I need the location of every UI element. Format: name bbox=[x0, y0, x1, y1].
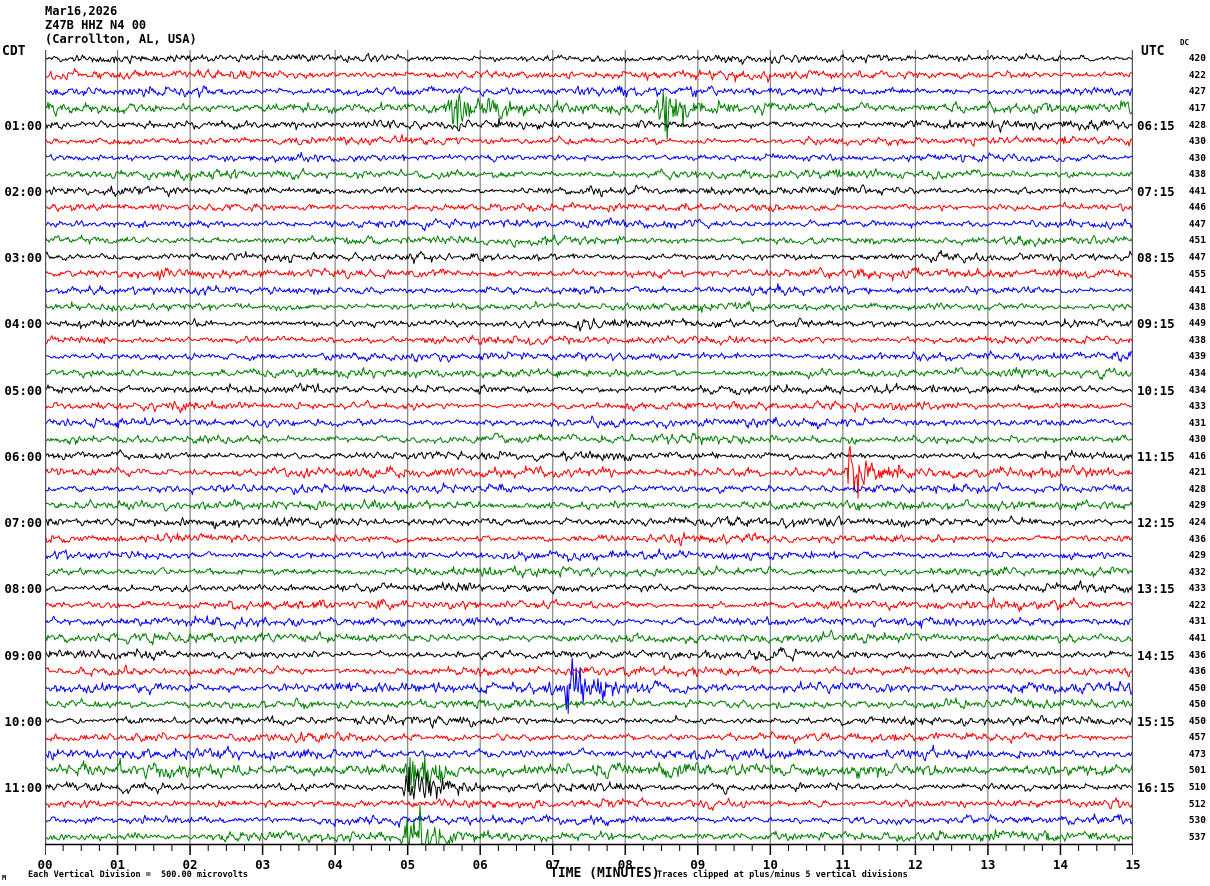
utc-tick-label: 11:15 bbox=[1137, 448, 1175, 464]
cdt-tick-label: 03:00 bbox=[4, 250, 42, 266]
utc-tick-label: 08:15 bbox=[1137, 250, 1175, 266]
dc-value: 429 bbox=[1188, 550, 1206, 562]
dc-value: 457 bbox=[1188, 732, 1206, 744]
header-date: Mar16,2026 bbox=[45, 4, 118, 18]
dc-value: 429 bbox=[1188, 500, 1206, 512]
utc-tick-label: 14:15 bbox=[1137, 647, 1175, 663]
dc-value: 428 bbox=[1188, 483, 1206, 495]
left-axis-label: CDT bbox=[2, 44, 26, 59]
cdt-tick-label: 01:00 bbox=[4, 117, 42, 133]
utc-tick-label: 13:15 bbox=[1137, 581, 1175, 597]
dc-value: 436 bbox=[1188, 666, 1206, 678]
utc-tick-label: 15:15 bbox=[1137, 713, 1175, 729]
dc-value: 432 bbox=[1188, 566, 1206, 578]
dc-value: 439 bbox=[1188, 351, 1206, 363]
dc-value: 421 bbox=[1188, 467, 1206, 479]
utc-tick-label: 12:15 bbox=[1137, 515, 1175, 531]
dc-value: 450 bbox=[1188, 699, 1206, 711]
x-tick-label: 08 bbox=[617, 857, 633, 872]
dc-value: 451 bbox=[1188, 235, 1206, 247]
cdt-tick-label: 04:00 bbox=[4, 316, 42, 332]
x-axis-title: TIME (MINUTES) bbox=[550, 866, 660, 881]
utc-tick-label: 06:15 bbox=[1137, 117, 1175, 133]
x-tick-label: 06 bbox=[472, 857, 488, 872]
x-tick-label: 04 bbox=[327, 857, 343, 872]
dc-value: 422 bbox=[1188, 599, 1206, 611]
dc-value: 430 bbox=[1188, 434, 1206, 446]
dc-value: 447 bbox=[1188, 252, 1206, 264]
right-axis-label: UTC bbox=[1141, 44, 1165, 59]
dc-value: 447 bbox=[1188, 218, 1206, 230]
footer-scale-note: Each Vertical Division = 500.00 microvol… bbox=[28, 870, 249, 880]
x-tick-label: 13 bbox=[980, 857, 996, 872]
cdt-tick-label: 09:00 bbox=[4, 647, 42, 663]
dc-value: 446 bbox=[1188, 202, 1206, 214]
dc-value: 441 bbox=[1188, 185, 1206, 197]
dc-value: 430 bbox=[1188, 152, 1206, 164]
dc-value: 501 bbox=[1188, 765, 1206, 777]
dc-value: 438 bbox=[1188, 169, 1206, 181]
x-tick-label: 05 bbox=[400, 857, 416, 872]
dc-value: 434 bbox=[1188, 384, 1206, 396]
dc-value: 422 bbox=[1188, 69, 1206, 81]
cdt-tick-label: 02:00 bbox=[4, 183, 42, 199]
dc-value: 436 bbox=[1188, 533, 1206, 545]
dc-column-header: DC bbox=[1180, 38, 1190, 47]
dc-value: 428 bbox=[1188, 119, 1206, 131]
x-tick-label: 07 bbox=[545, 857, 561, 872]
dc-value: 450 bbox=[1188, 715, 1206, 727]
seismogram-plot bbox=[45, 50, 1133, 855]
cdt-tick-label: 10:00 bbox=[4, 713, 42, 729]
x-tick-label: 10 bbox=[762, 857, 778, 872]
header-location: (Carrollton, AL, USA) bbox=[45, 32, 197, 46]
dc-value: 441 bbox=[1188, 632, 1206, 644]
cdt-tick-label: 08:00 bbox=[4, 581, 42, 597]
cdt-tick-label: 05:00 bbox=[4, 382, 42, 398]
dc-value: 416 bbox=[1188, 450, 1206, 462]
dc-value: 537 bbox=[1188, 831, 1206, 843]
dc-value: 530 bbox=[1188, 815, 1206, 827]
dc-value: 427 bbox=[1188, 86, 1206, 98]
dc-value: 449 bbox=[1188, 318, 1206, 330]
dc-value: 436 bbox=[1188, 649, 1206, 661]
dc-value: 434 bbox=[1188, 367, 1206, 379]
x-tick-label: 09 bbox=[690, 857, 706, 872]
utc-tick-label: 07:15 bbox=[1137, 183, 1175, 199]
dc-value: 417 bbox=[1188, 102, 1206, 114]
x-tick-label: 03 bbox=[255, 857, 271, 872]
x-tick-label: 14 bbox=[1052, 857, 1068, 872]
dc-value: 438 bbox=[1188, 334, 1206, 346]
utc-tick-label: 09:15 bbox=[1137, 316, 1175, 332]
dc-value: 420 bbox=[1188, 53, 1206, 65]
x-tick-label: 00 bbox=[37, 857, 53, 872]
dc-value: 510 bbox=[1188, 782, 1206, 794]
dc-value: 438 bbox=[1188, 301, 1206, 313]
dc-value: 450 bbox=[1188, 682, 1206, 694]
footer-corner-mark: M bbox=[2, 874, 7, 882]
dc-value: 433 bbox=[1188, 583, 1206, 595]
x-tick-label: 02 bbox=[182, 857, 198, 872]
cdt-tick-label: 07:00 bbox=[4, 515, 42, 531]
dc-value: 431 bbox=[1188, 616, 1206, 628]
cdt-tick-label: 06:00 bbox=[4, 448, 42, 464]
dc-value: 455 bbox=[1188, 268, 1206, 280]
x-tick-label: 11 bbox=[835, 857, 851, 872]
footer-clip-note: Traces clipped at plus/minus 5 vertical … bbox=[657, 870, 908, 880]
x-tick-label: 01 bbox=[110, 857, 126, 872]
dc-value: 433 bbox=[1188, 401, 1206, 413]
cdt-tick-label: 11:00 bbox=[4, 780, 42, 796]
utc-tick-label: 10:15 bbox=[1137, 382, 1175, 398]
dc-value: 430 bbox=[1188, 136, 1206, 148]
trace-canvas bbox=[45, 50, 1133, 855]
x-tick-label: 12 bbox=[907, 857, 923, 872]
dc-value: 473 bbox=[1188, 748, 1206, 760]
utc-tick-label: 16:15 bbox=[1137, 780, 1175, 796]
dc-value: 431 bbox=[1188, 417, 1206, 429]
x-tick-label: 15 bbox=[1125, 857, 1141, 872]
dc-value: 441 bbox=[1188, 285, 1206, 297]
dc-value: 424 bbox=[1188, 517, 1206, 529]
header-channel: Z47B HHZ N4 00 bbox=[45, 18, 147, 32]
dc-value: 512 bbox=[1188, 798, 1206, 810]
